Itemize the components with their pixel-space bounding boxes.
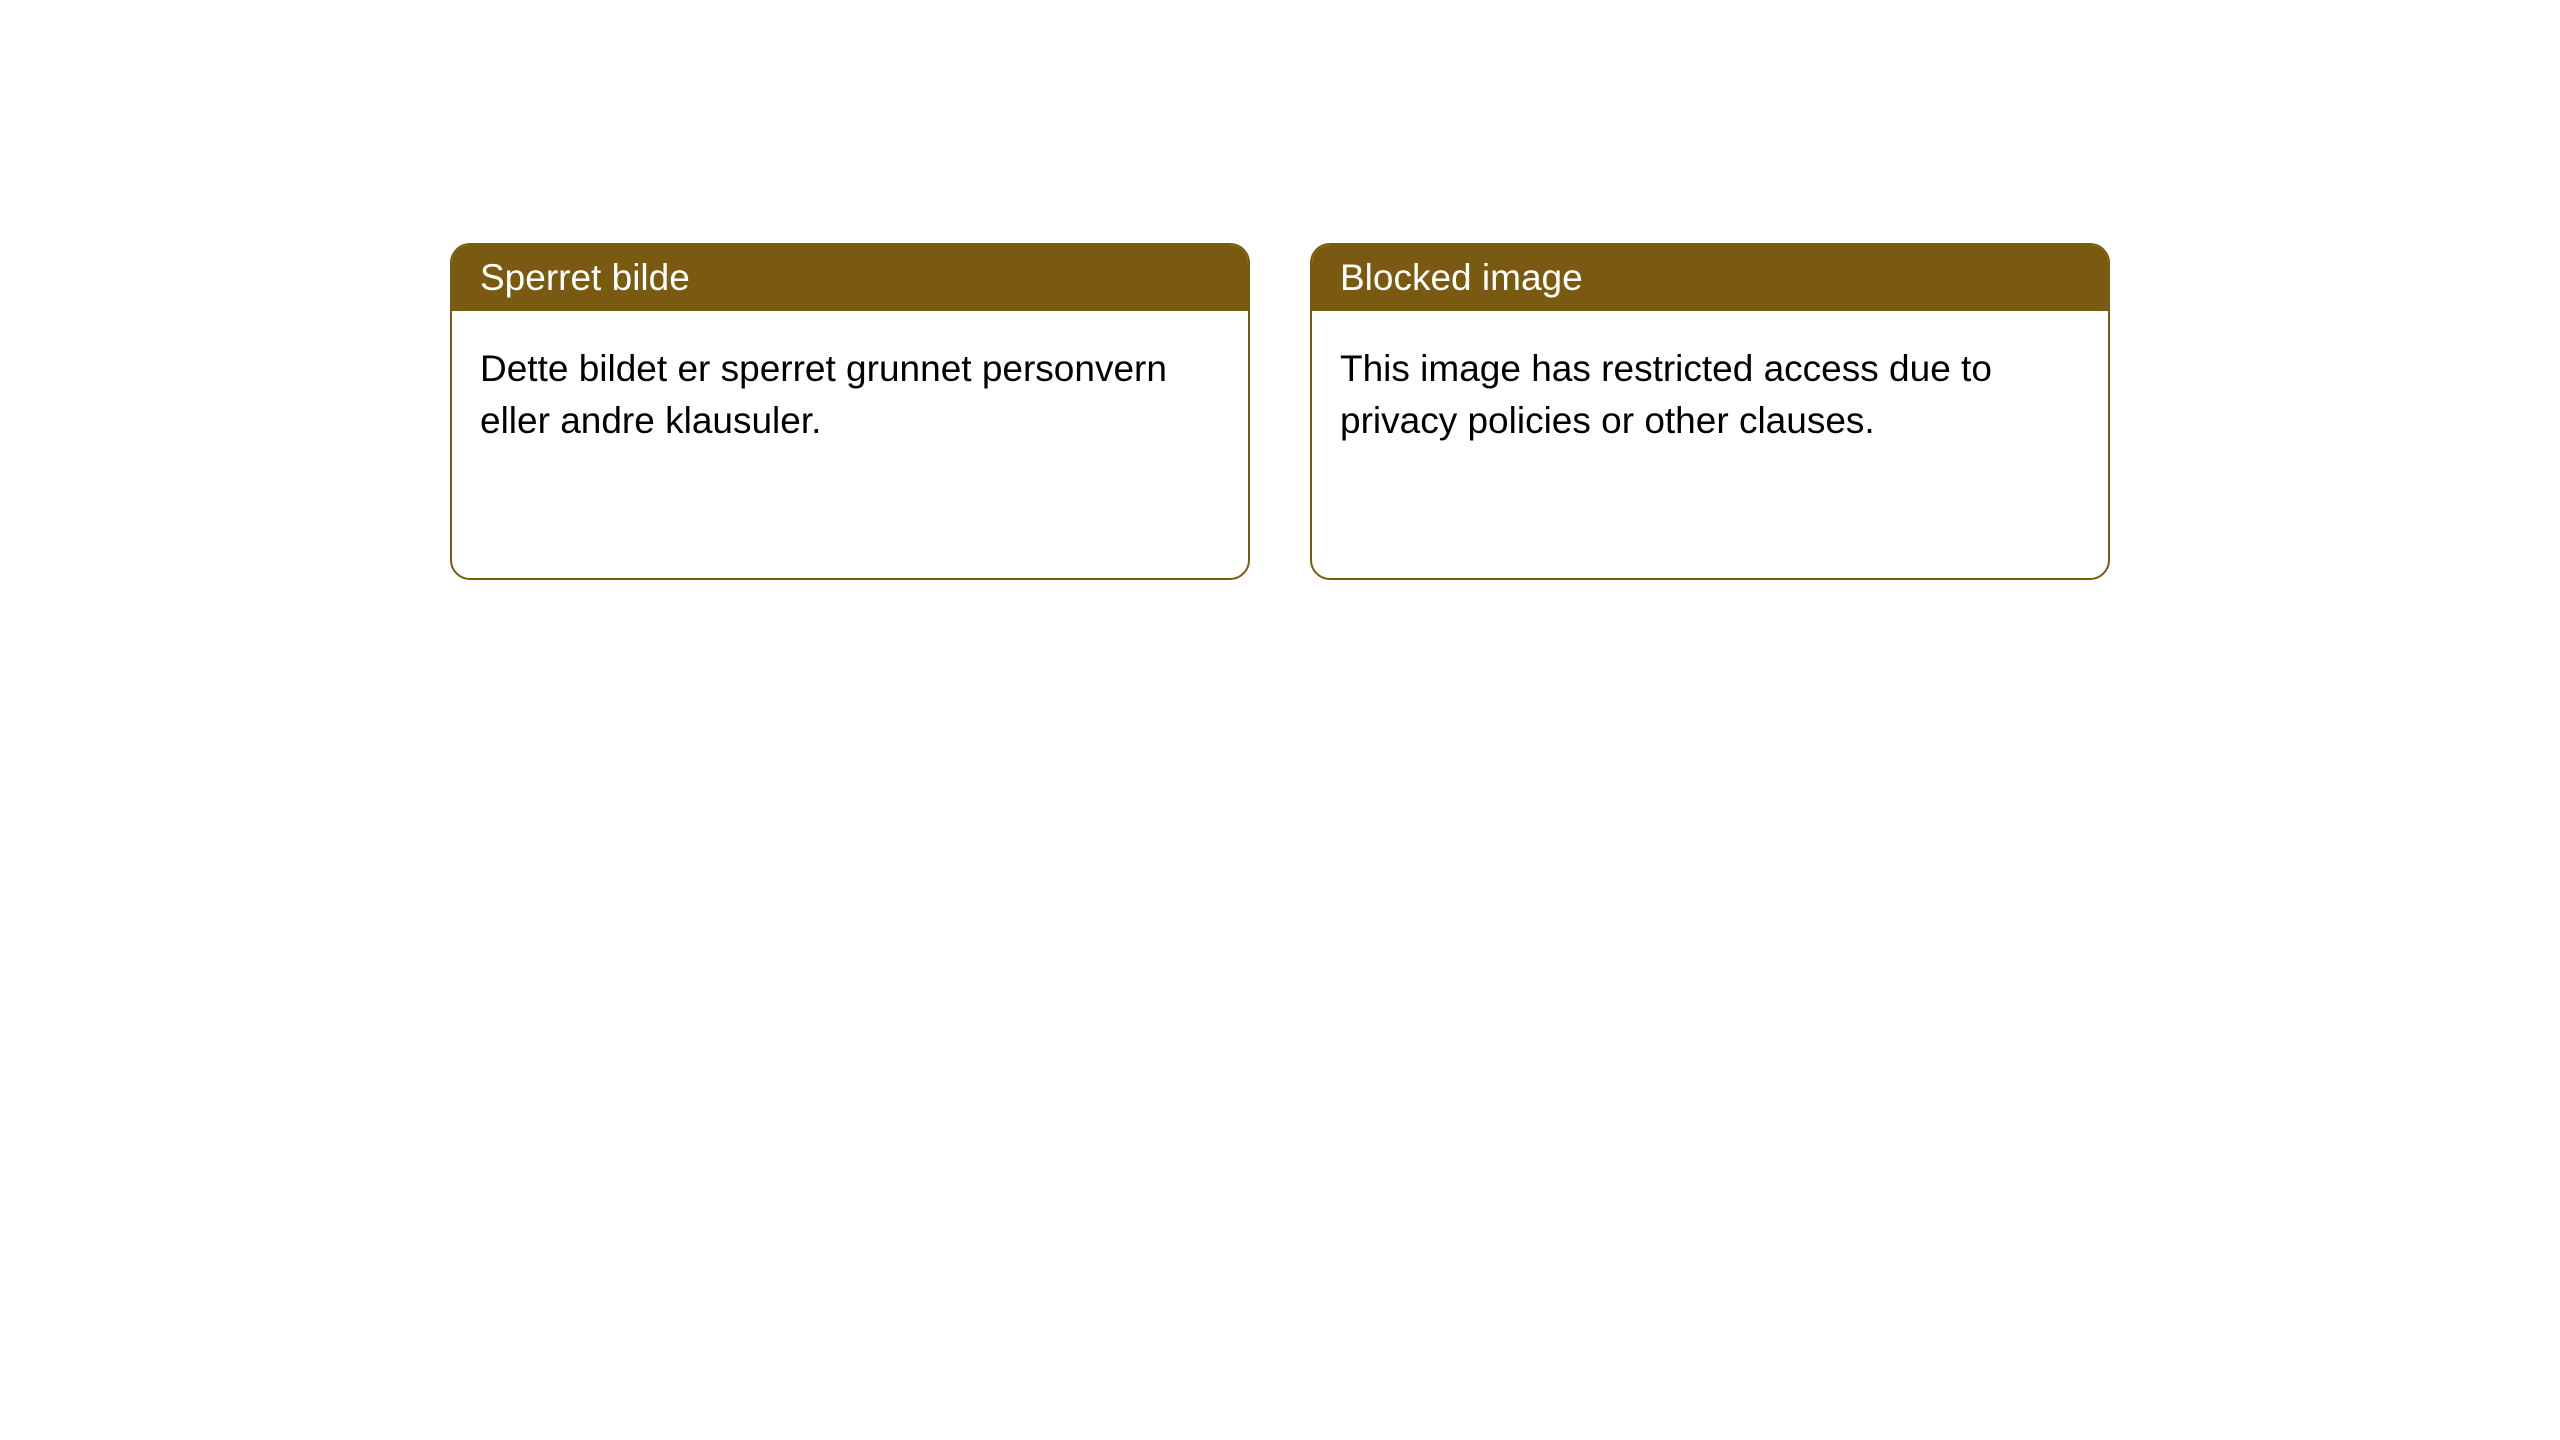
- notice-cards-container: Sperret bilde Dette bildet er sperret gr…: [0, 0, 2560, 580]
- card-header: Blocked image: [1312, 245, 2108, 311]
- card-title: Sperret bilde: [480, 257, 690, 298]
- card-body: Dette bildet er sperret grunnet personve…: [452, 311, 1248, 479]
- card-body-text: Dette bildet er sperret grunnet personve…: [480, 348, 1167, 441]
- blocked-image-card-en: Blocked image This image has restricted …: [1310, 243, 2110, 580]
- card-header: Sperret bilde: [452, 245, 1248, 311]
- blocked-image-card-no: Sperret bilde Dette bildet er sperret gr…: [450, 243, 1250, 580]
- card-title: Blocked image: [1340, 257, 1583, 298]
- card-body: This image has restricted access due to …: [1312, 311, 2108, 479]
- card-body-text: This image has restricted access due to …: [1340, 348, 1992, 441]
